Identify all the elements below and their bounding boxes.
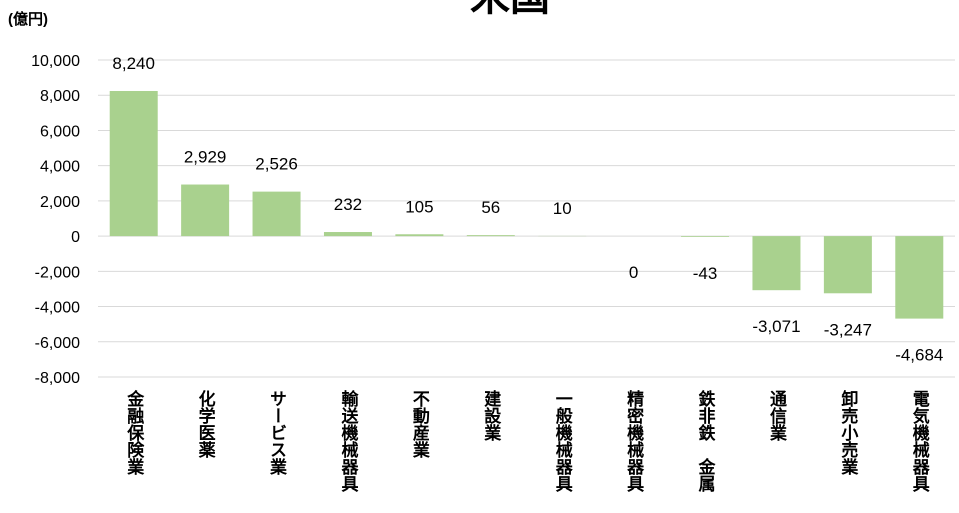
y-tick-label: 4,000 <box>40 159 80 176</box>
x-tick-label: 精密機械器具 <box>624 389 645 493</box>
data-label: -3,247 <box>824 320 872 339</box>
data-label: 2,526 <box>255 155 298 174</box>
x-tick-label: 電気機械器具 <box>910 390 931 493</box>
y-tick-label: -6,000 <box>35 335 80 352</box>
y-axis-label: (億円) <box>8 10 48 28</box>
x-tick-label: 化学医薬 <box>196 389 216 459</box>
x-tick-label: 一般機械器具 <box>553 390 574 493</box>
chart-title: 米国 <box>470 0 550 19</box>
bar <box>252 191 301 237</box>
data-label: 56 <box>481 198 500 217</box>
x-tick-label: 輸送機械器具 <box>338 389 359 493</box>
bar <box>823 236 872 294</box>
data-label: 8,240 <box>112 54 155 73</box>
data-label: 10 <box>553 199 572 218</box>
data-label: 232 <box>334 195 362 214</box>
bar <box>181 184 230 237</box>
x-tick-label: 通信業 <box>767 390 787 442</box>
y-tick-label: 0 <box>71 229 80 246</box>
data-label: -3,071 <box>752 317 800 336</box>
x-tick-label: 鉄非鉄 金属 <box>696 389 717 493</box>
bar <box>681 236 730 237</box>
x-tick-label: 金融保険業 <box>124 389 145 476</box>
data-label: 105 <box>405 197 433 216</box>
data-label: 0 <box>629 263 638 282</box>
y-tick-label: -2,000 <box>35 264 80 281</box>
bar <box>466 235 515 237</box>
y-tick-label: 6,000 <box>40 123 80 140</box>
x-tick-label: サービス業 <box>267 390 287 476</box>
x-tick-label: 卸売小売業 <box>838 389 858 476</box>
x-tick-label: 不動産業 <box>410 390 430 459</box>
bar <box>323 232 372 237</box>
y-tick-label: 8,000 <box>40 88 80 105</box>
bar <box>395 234 444 237</box>
data-label: -43 <box>693 264 718 283</box>
x-tick-label: 建設業 <box>481 389 501 442</box>
bar <box>752 236 801 291</box>
y-tick-label: -8,000 <box>35 370 80 387</box>
bar <box>109 90 158 237</box>
y-tick-label: 10,000 <box>31 53 80 70</box>
y-tick-label: 2,000 <box>40 194 80 211</box>
data-label: 2,929 <box>184 148 227 167</box>
data-label: -4,684 <box>895 346 943 365</box>
y-tick-label: -4,000 <box>35 300 80 317</box>
bar <box>895 236 944 319</box>
